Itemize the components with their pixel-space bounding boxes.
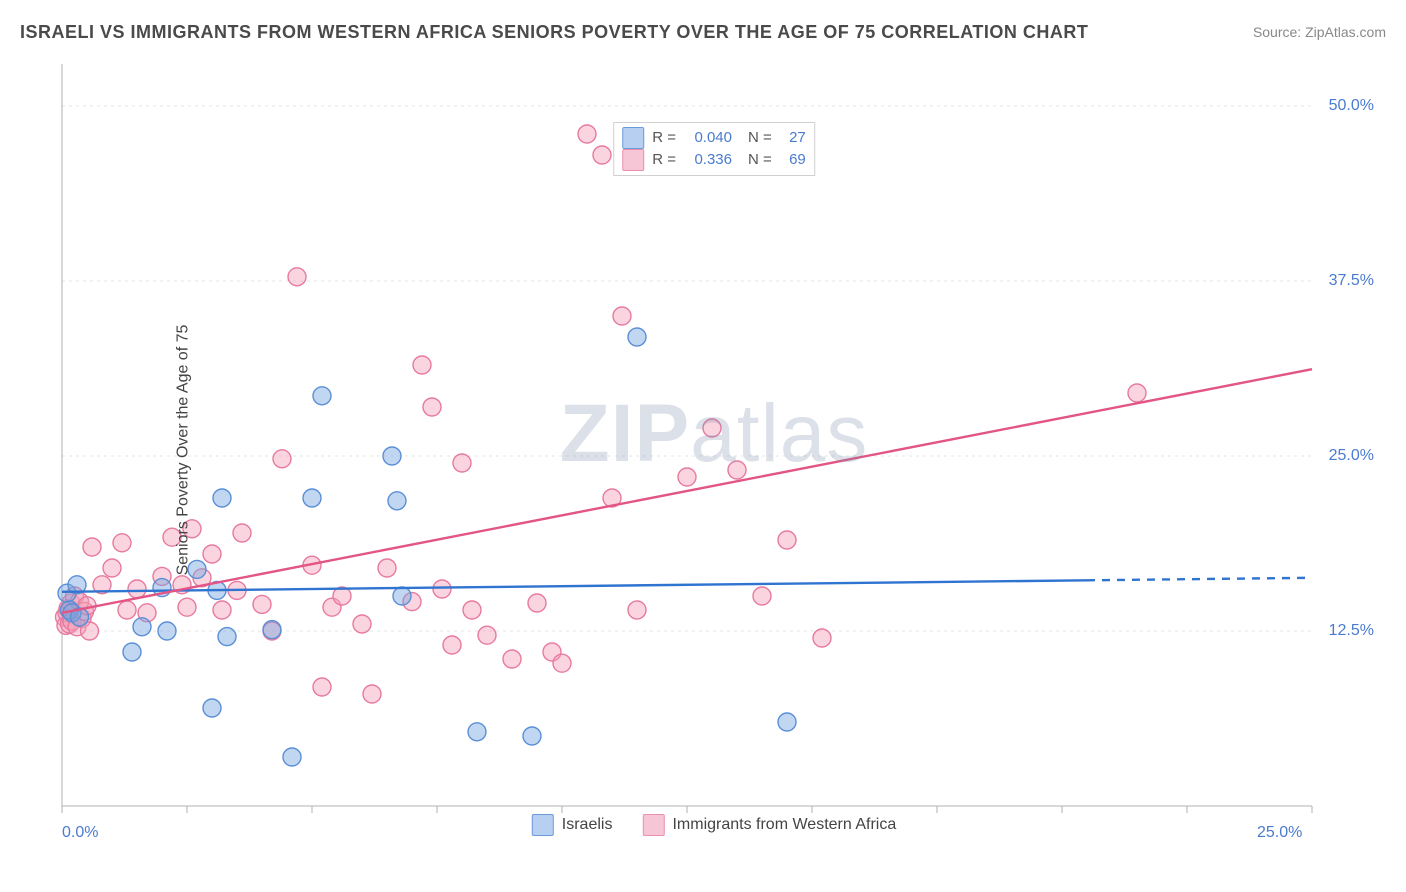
r-label: R = xyxy=(652,127,676,149)
stats-row: R = 0.336 N = 69 xyxy=(622,149,806,171)
legend-swatch xyxy=(642,814,664,836)
n-label: N = xyxy=(748,149,772,171)
n-value: 27 xyxy=(778,127,806,149)
legend-swatch xyxy=(532,814,554,836)
y-tick-label: 50.0% xyxy=(1329,97,1374,115)
legend-swatch xyxy=(622,149,644,171)
stats-legend: R = 0.040 N = 27 R = 0.336 N = 69 xyxy=(613,122,815,176)
y-axis-label: Seniors Poverty Over the Age of 75 xyxy=(174,325,192,576)
legend-label: Israelis xyxy=(562,816,613,834)
r-label: R = xyxy=(652,149,676,171)
r-value: 0.040 xyxy=(682,127,732,149)
legend-label: Immigrants from Western Africa xyxy=(672,816,896,834)
chart-plot: Seniors Poverty Over the Age of 75 ZIPat… xyxy=(48,60,1380,840)
source-label: Source: ZipAtlas.com xyxy=(1253,24,1386,40)
legend-item: Israelis xyxy=(532,814,613,836)
r-value: 0.336 xyxy=(682,149,732,171)
stats-row: R = 0.040 N = 27 xyxy=(622,127,806,149)
x-tick-label: 0.0% xyxy=(62,824,98,842)
x-tick-label: 25.0% xyxy=(1257,824,1302,842)
n-value: 69 xyxy=(778,149,806,171)
chart-title: ISRAELI VS IMMIGRANTS FROM WESTERN AFRIC… xyxy=(20,22,1088,43)
legend-item: Immigrants from Western Africa xyxy=(642,814,896,836)
legend-swatch xyxy=(622,127,644,149)
y-tick-label: 25.0% xyxy=(1329,447,1374,465)
chart-svg xyxy=(48,60,1380,840)
y-tick-label: 12.5% xyxy=(1329,622,1374,640)
n-label: N = xyxy=(748,127,772,149)
y-tick-label: 37.5% xyxy=(1329,272,1374,290)
series-legend: Israelis Immigrants from Western Africa xyxy=(532,814,896,836)
